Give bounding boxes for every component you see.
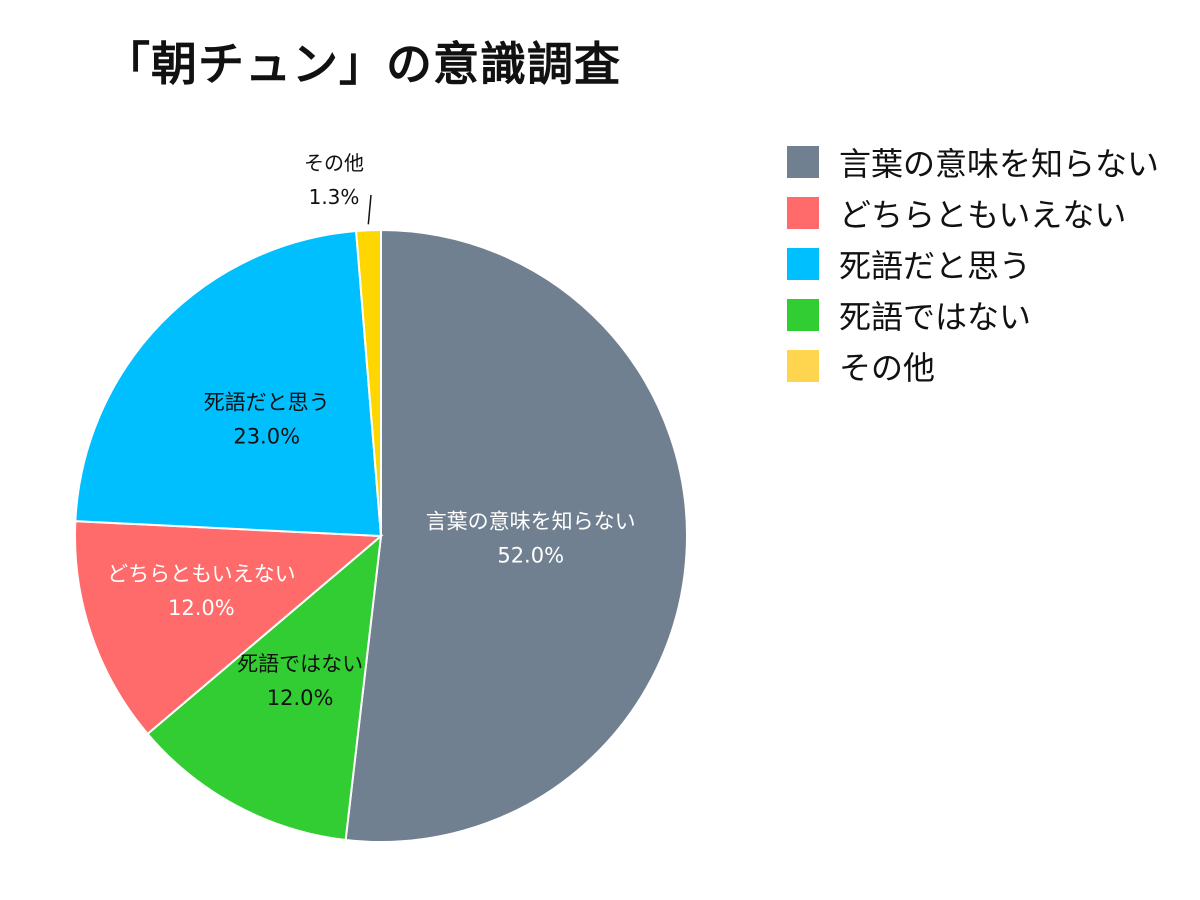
slice-label-name: どちらともいえない [107,562,296,586]
legend-item: 言葉の意味を知らない [787,136,1159,187]
slice-label: 死語ではない 12.0% [237,652,363,710]
legend-label: 死語だと思う [839,246,1032,285]
legend-item: 死語ではない [787,289,1159,340]
pie-slice [344,228,688,843]
slice-label-value: 52.0% [497,544,564,568]
legend-label: どちらともいえない [839,195,1127,234]
slice-label-value: 1.3% [309,185,360,209]
legend-label: 死語ではない [839,297,1032,336]
slice-label: 言葉の意味を知らない 52.0% [426,510,636,568]
legend-label: 言葉の意味を知らない [839,144,1160,183]
legend-swatch [787,247,819,280]
legend-swatch [787,196,819,229]
pie-slice [74,229,383,538]
legend-item: 死語だと思う [787,238,1159,289]
pie-slice [74,520,384,736]
slice-label-value: 23.0% [233,424,300,448]
slice-label-name: 死語ではない [237,652,363,676]
slice-label-value: 12.0% [168,596,235,620]
slice-label-name: 死語だと思う [204,390,330,414]
slice-label-name: 言葉の意味を知らない [426,510,636,534]
legend-swatch [787,298,819,331]
legend-swatch [787,145,819,178]
slice-label: その他 1.3% [304,151,364,209]
slice-label-value: 12.0% [267,686,334,710]
pie-slice [146,533,383,842]
legend-swatch [787,349,819,382]
legend-item: その他 [787,340,1159,391]
slice-label-name: その他 [304,151,364,175]
chart-title: 「朝チュン」の意識調査 [104,37,621,91]
pie-slice [355,228,382,537]
legend-label: その他 [839,348,936,387]
leader-line [367,194,372,225]
chart-legend: 言葉の意味を知らない どちらともいえない 死語だと思う 死語ではない その他 [787,136,1159,391]
slice-label: どちらともいえない 12.0% [107,562,296,620]
slice-label: 死語だと思う 23.0% [204,390,330,448]
legend-item: どちらともいえない [787,187,1159,238]
